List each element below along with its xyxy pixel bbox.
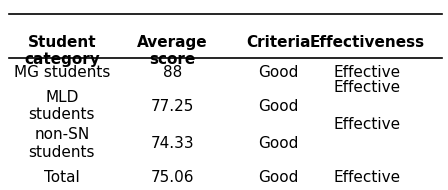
Text: Effective: Effective xyxy=(333,117,401,132)
Text: Good: Good xyxy=(258,99,299,114)
Text: Criteria: Criteria xyxy=(246,35,311,50)
Text: Student
category: Student category xyxy=(24,35,100,67)
Text: Average
score: Average score xyxy=(137,35,208,67)
Text: Good: Good xyxy=(258,170,299,185)
Text: Effective: Effective xyxy=(333,65,401,80)
Text: MG students: MG students xyxy=(14,65,110,80)
Text: Effectiveness: Effectiveness xyxy=(310,35,425,50)
Text: 88: 88 xyxy=(163,65,182,80)
Text: MLD
students: MLD students xyxy=(29,90,95,122)
Text: 77.25: 77.25 xyxy=(151,99,194,114)
Text: Good: Good xyxy=(258,65,299,80)
Text: Effective: Effective xyxy=(333,80,401,95)
Text: 75.06: 75.06 xyxy=(151,170,194,185)
Text: 74.33: 74.33 xyxy=(151,136,194,151)
Text: Total: Total xyxy=(44,170,80,185)
Text: Effective: Effective xyxy=(333,170,401,185)
Text: non-SN
students: non-SN students xyxy=(29,127,95,160)
Text: Good: Good xyxy=(258,136,299,151)
